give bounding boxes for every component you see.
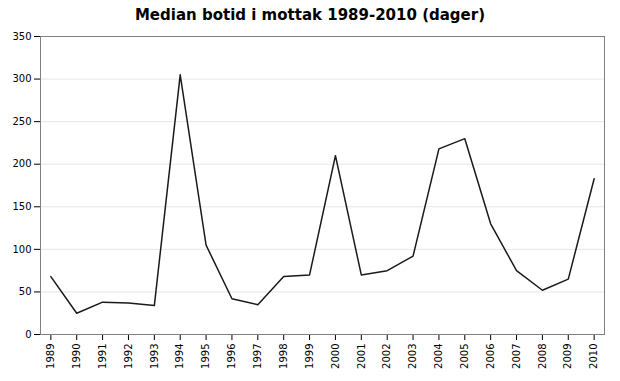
svg-text:2002: 2002 — [381, 344, 392, 369]
html-text:Median botid i mottak 1989-201: Median botid i mottak 1989-2010 (dager) — [134, 6, 485, 24]
svg-text:1993: 1993 — [149, 344, 160, 369]
svg-text:1995: 1995 — [200, 344, 211, 369]
svg-text:2005: 2005 — [459, 344, 470, 369]
svg-text:1989: 1989 — [45, 344, 56, 369]
svg-text:1992: 1992 — [123, 344, 134, 369]
svg-text:1994: 1994 — [174, 344, 185, 369]
svg-text:2009: 2009 — [562, 344, 573, 369]
svg-text:2001: 2001 — [356, 344, 367, 369]
svg-text:2003: 2003 — [407, 344, 418, 369]
svg-text:150: 150 — [12, 201, 31, 212]
svg-text:200: 200 — [12, 158, 31, 169]
svg-text:2004: 2004 — [433, 344, 444, 369]
svg-text:350: 350 — [12, 31, 31, 42]
svg-text:1991: 1991 — [97, 344, 108, 369]
svg-text:0: 0 — [25, 329, 31, 340]
svg-text:2010: 2010 — [588, 344, 599, 369]
svg-text:1999: 1999 — [304, 344, 315, 369]
svg-text:2000: 2000 — [330, 344, 341, 369]
svg-text:250: 250 — [12, 116, 31, 127]
svg-text:2008: 2008 — [537, 344, 548, 369]
svg-text:1998: 1998 — [278, 344, 289, 369]
svg-text:1990: 1990 — [71, 344, 82, 369]
svg-text:100: 100 — [12, 244, 31, 255]
svg-text:300: 300 — [12, 73, 31, 84]
svg-text:2006: 2006 — [485, 344, 496, 369]
svg-text:1996: 1996 — [226, 344, 237, 369]
svg-text:1997: 1997 — [252, 344, 263, 369]
svg-text:50: 50 — [19, 286, 32, 297]
svg-text:2007: 2007 — [511, 344, 522, 369]
